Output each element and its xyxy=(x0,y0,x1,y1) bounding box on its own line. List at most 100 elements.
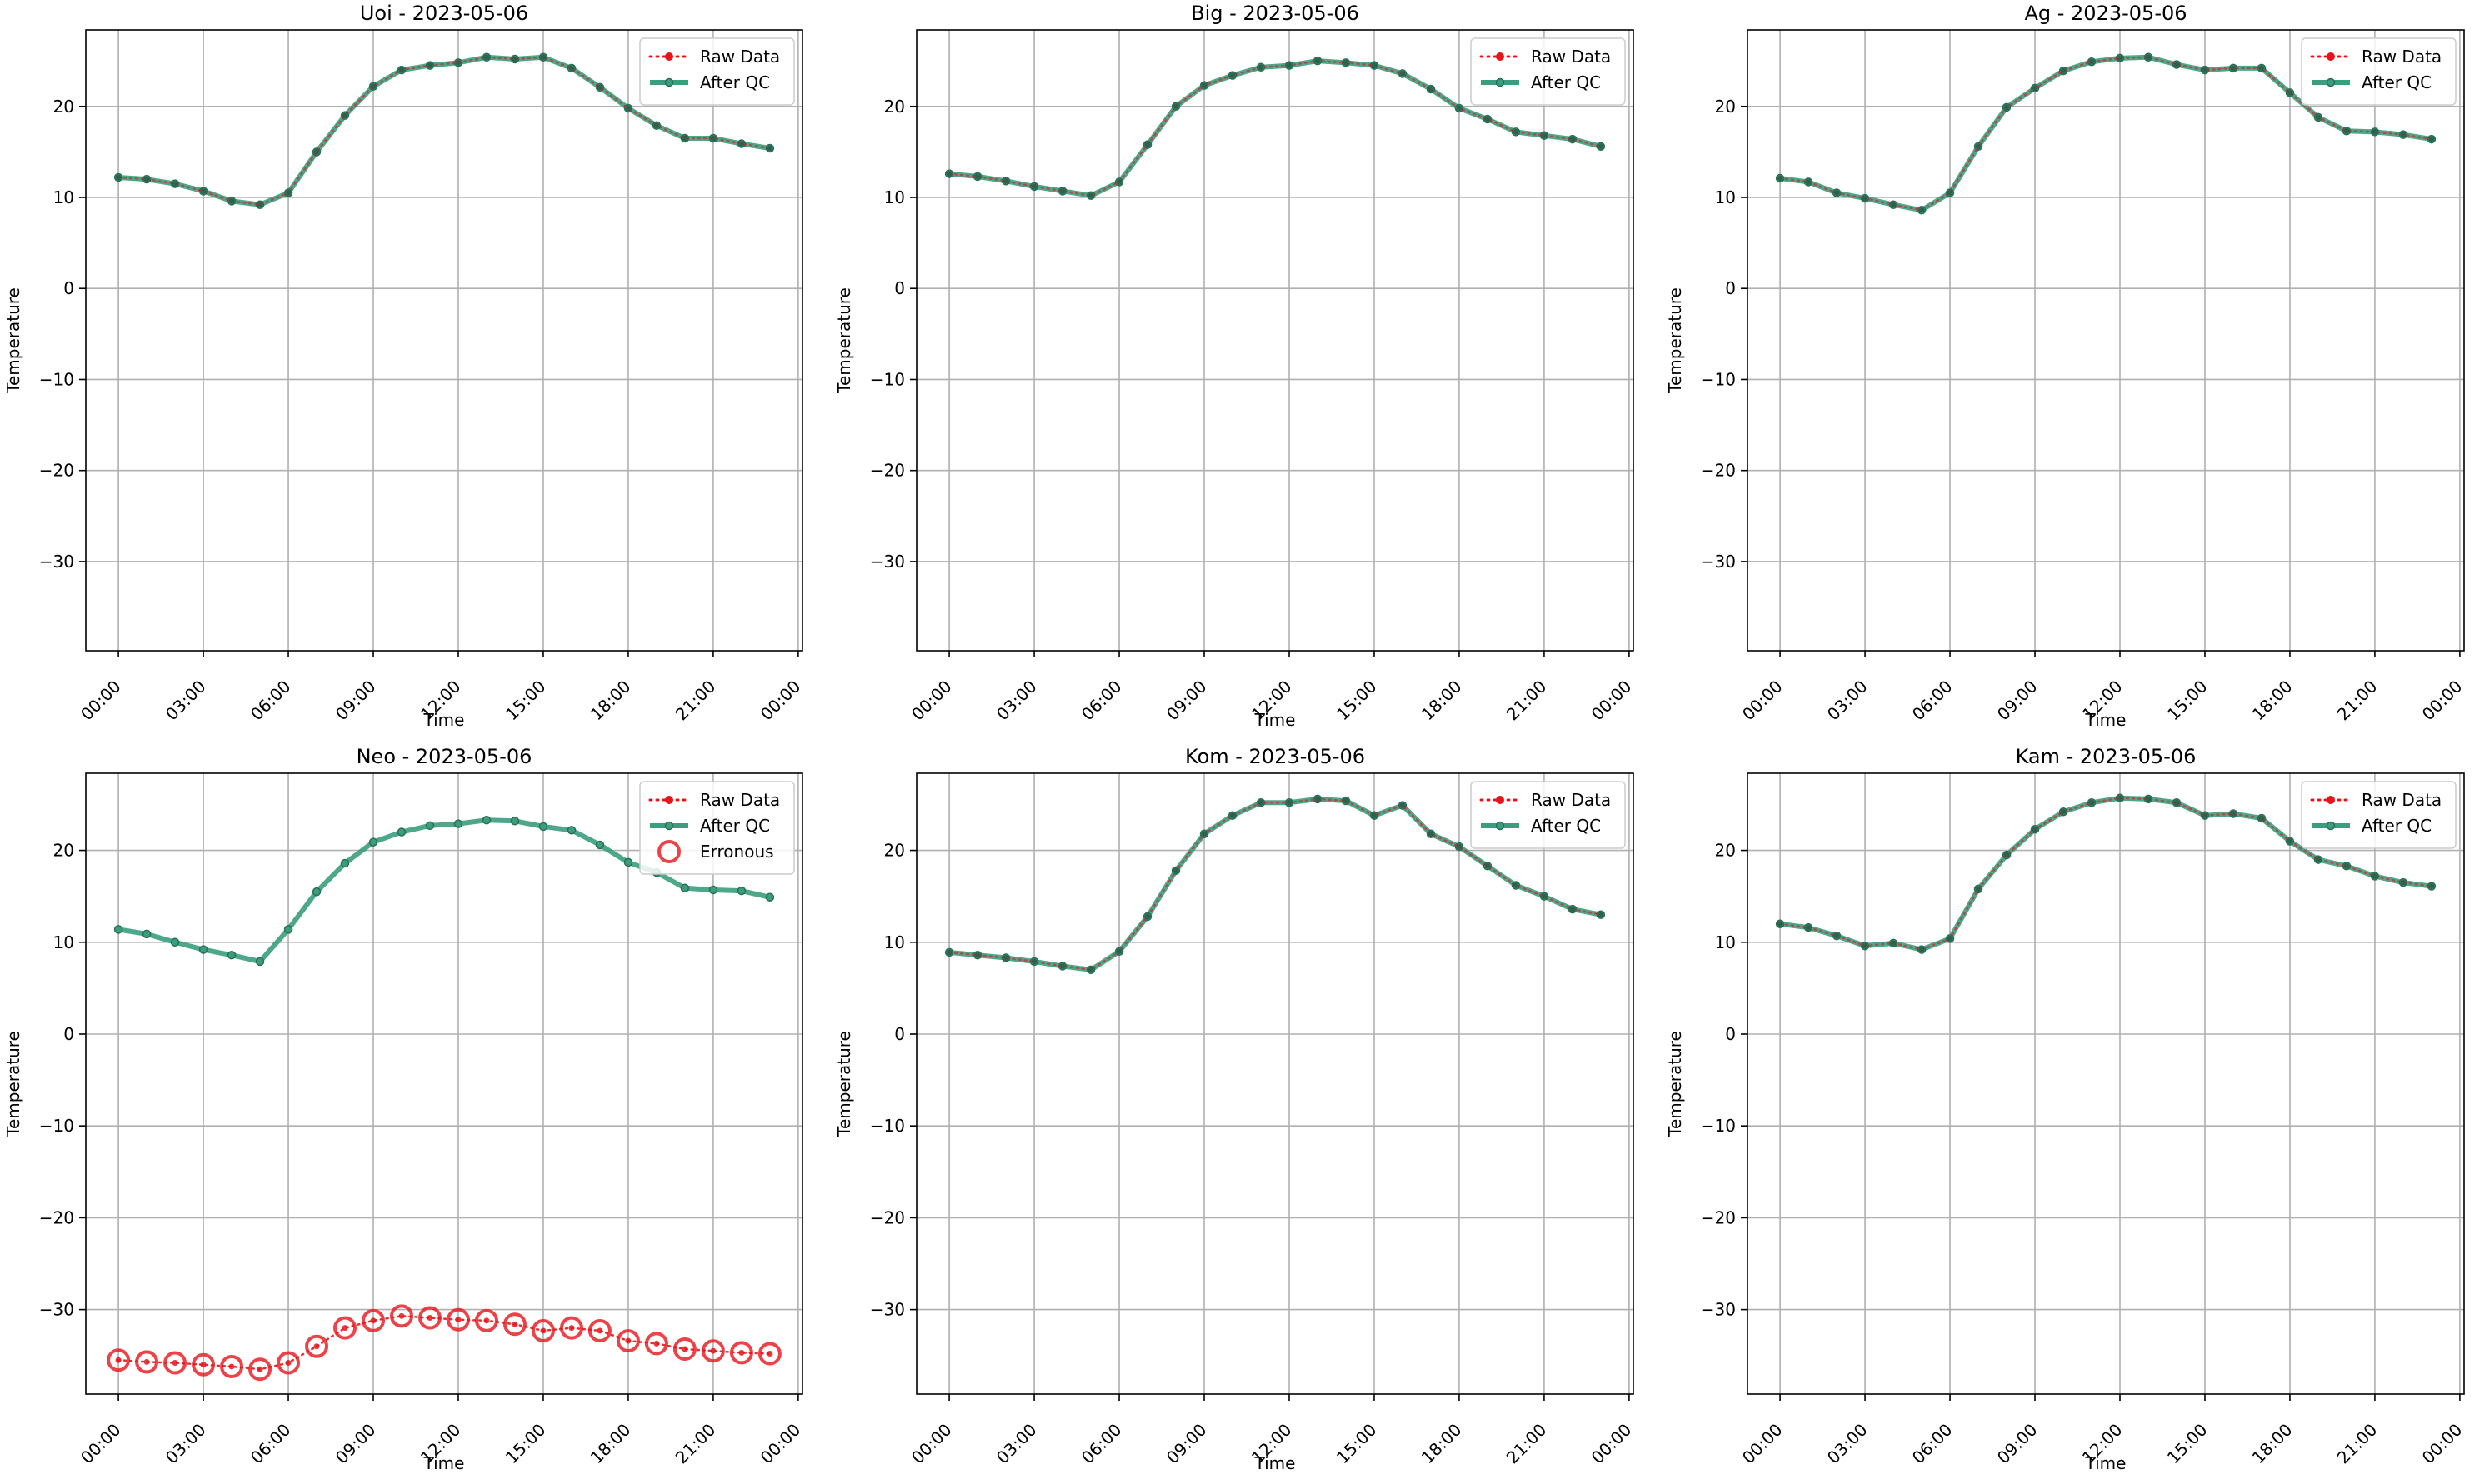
y-tick-label: 20 xyxy=(1715,97,1736,117)
x-tick-label: 06:00 xyxy=(247,677,295,725)
raw-point xyxy=(483,1317,490,1324)
legend-qc-marker xyxy=(1495,77,1505,87)
raw-point xyxy=(1805,924,1812,931)
erroneous-point xyxy=(502,1312,527,1337)
raw-point xyxy=(1144,142,1151,148)
x-tick-label: 03:00 xyxy=(162,677,210,725)
x-tick-label: 00:00 xyxy=(757,677,805,725)
raw-point xyxy=(313,148,320,155)
x-tick-label: 09:00 xyxy=(332,677,380,725)
x-tick-label: 15:00 xyxy=(2163,677,2212,725)
legend-raw-marker xyxy=(1496,796,1504,804)
raw-point xyxy=(1088,967,1094,973)
erroneous-point xyxy=(531,1318,555,1342)
raw-point xyxy=(2343,127,2350,134)
legend: Raw Data After QC Erronous xyxy=(639,781,795,875)
legend-qc-label: After QC xyxy=(700,72,770,92)
raw-point xyxy=(1201,82,1208,89)
x-tick-label: 18:00 xyxy=(587,1420,635,1468)
raw-point xyxy=(540,54,547,61)
y-tick-label: −30 xyxy=(39,1300,74,1320)
qc-point xyxy=(737,886,747,896)
x-axis-label: Time xyxy=(1254,710,1296,730)
raw-point xyxy=(1342,797,1349,804)
raw-point xyxy=(1890,940,1897,947)
x-tick-label: 15:00 xyxy=(1332,1420,1381,1468)
qc-point xyxy=(397,827,407,837)
x-tick-label: 06:00 xyxy=(1908,677,1957,725)
raw-point xyxy=(2032,85,2038,92)
x-tick-label: 00:00 xyxy=(908,677,956,725)
raw-point xyxy=(1144,913,1151,920)
x-tick-label: 03:00 xyxy=(992,677,1041,725)
raw-point xyxy=(2230,810,2237,817)
chart-title: Kom - 2023-05-06 xyxy=(1185,745,1365,768)
x-tick-label: 03:00 xyxy=(992,1420,1041,1468)
raw-point xyxy=(974,173,981,180)
erroneous-point xyxy=(333,1316,358,1340)
y-tick-label: 10 xyxy=(53,187,74,207)
qc-point xyxy=(255,957,265,967)
raw-point xyxy=(427,1315,433,1322)
x-tick-label: 06:00 xyxy=(247,1420,295,1468)
qc-point xyxy=(227,950,237,960)
y-tick-label: 0 xyxy=(63,278,74,298)
y-tick-label: 20 xyxy=(53,841,74,861)
erroneous-point xyxy=(248,1357,272,1382)
y-axis-label: Temperature xyxy=(834,1031,854,1137)
y-tick-label: 20 xyxy=(1715,841,1736,861)
raw-point xyxy=(1399,802,1406,809)
raw-point xyxy=(568,1325,575,1332)
x-axis-label: Time xyxy=(423,710,465,730)
x-tick-label: 18:00 xyxy=(2248,1420,2297,1468)
erroneous-point xyxy=(616,1329,640,1353)
raw-point xyxy=(2032,826,2038,832)
x-tick-label: 09:00 xyxy=(1993,1420,2042,1468)
y-tick-label: 0 xyxy=(1725,1024,1736,1044)
raw-point xyxy=(1116,178,1122,185)
x-tick-label: 21:00 xyxy=(2333,1420,2382,1468)
x-tick-label: 21:00 xyxy=(2333,677,2382,725)
raw-point xyxy=(1918,207,1925,213)
raw-point xyxy=(2315,857,2322,863)
raw-point xyxy=(2145,796,2152,802)
raw-point xyxy=(1002,955,1009,962)
raw-point xyxy=(2117,55,2123,62)
raw-point xyxy=(653,1340,660,1347)
legend-box xyxy=(1470,781,1626,849)
raw-point xyxy=(1371,812,1378,819)
y-axis-label: Temperature xyxy=(1665,287,1685,394)
y-tick-label: 20 xyxy=(884,97,905,117)
y-tick-label: −30 xyxy=(870,552,905,572)
y-tick-label: 20 xyxy=(884,841,905,861)
y-tick-label: −10 xyxy=(870,1116,905,1136)
raw-point xyxy=(1484,862,1491,869)
raw-point xyxy=(1975,886,1982,892)
raw-point xyxy=(313,1343,320,1350)
legend-box xyxy=(2301,781,2457,849)
x-tick-label: 00:00 xyxy=(757,1420,805,1468)
raw-point xyxy=(2060,67,2067,74)
legend: Raw Data After QC xyxy=(2301,37,2457,106)
raw-point xyxy=(398,1312,405,1319)
raw-point xyxy=(172,181,178,187)
raw-point xyxy=(2428,136,2435,142)
raw-point xyxy=(1569,906,1576,912)
x-tick-label: 15:00 xyxy=(1332,677,1381,725)
x-tick-label: 03:00 xyxy=(1823,1420,1872,1468)
x-axis-label: Time xyxy=(2085,710,2127,730)
raw-point xyxy=(1229,812,1236,819)
raw-point xyxy=(540,1327,547,1334)
raw-point xyxy=(625,1337,632,1344)
legend-box xyxy=(1470,37,1626,106)
axes-frame xyxy=(916,772,1634,1395)
y-tick-label: −20 xyxy=(1701,461,1736,481)
x-tick-label: 09:00 xyxy=(332,1420,380,1468)
x-tick-label: 21:00 xyxy=(1502,677,1551,725)
raw-point xyxy=(200,187,207,194)
qc-point xyxy=(368,837,378,847)
y-tick-label: −30 xyxy=(1701,552,1736,572)
